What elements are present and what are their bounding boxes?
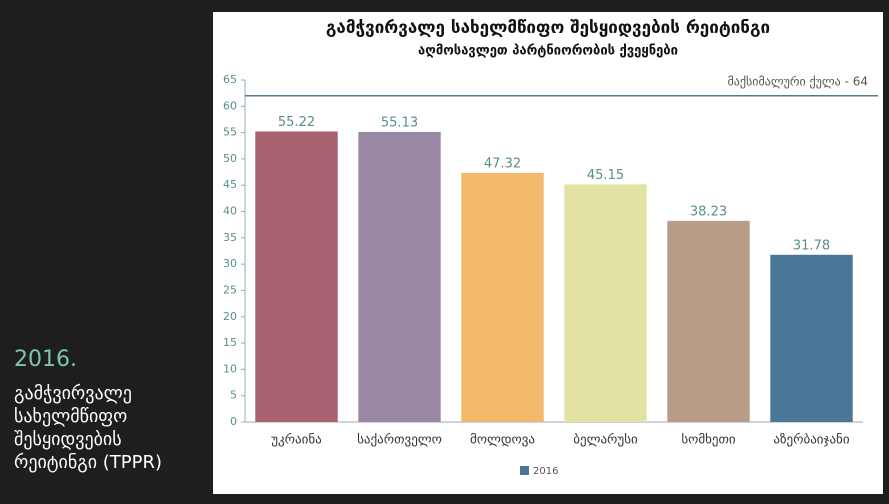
- x-tick-label: მოლდოვა: [470, 433, 535, 448]
- slide-title-line: გამჭვირვალე: [14, 383, 132, 404]
- x-tick-label: ბელარუსი: [573, 433, 638, 448]
- y-tick-label: 30: [223, 257, 237, 270]
- y-tick-label: 10: [223, 362, 237, 375]
- chart-subtitle: აღმოსავლეთ პარტნიორობის ქვეყნები: [418, 44, 678, 59]
- slide-title-line: შესყიდვების: [14, 429, 122, 450]
- y-tick-label: 40: [223, 205, 237, 218]
- legend-swatch: [520, 466, 529, 475]
- x-tick-label: სომხეთი: [681, 433, 736, 448]
- y-tick-label: 60: [223, 99, 237, 112]
- value-label: 45.15: [587, 168, 624, 183]
- bar: [358, 131, 441, 422]
- x-tick-label: საქართველო: [357, 433, 442, 448]
- value-label: 31.78: [793, 238, 830, 253]
- value-label: 55.13: [381, 115, 418, 130]
- legend-label: 2016: [533, 466, 558, 477]
- slide-title-line: სახელმწიფო: [14, 406, 127, 427]
- y-tick-label: 35: [223, 231, 237, 244]
- y-tick-label: 25: [223, 283, 237, 296]
- x-tick-label: უკრაინა: [271, 433, 322, 448]
- y-tick-label: 5: [230, 389, 237, 402]
- bar: [667, 220, 750, 422]
- y-tick-label: 55: [223, 126, 237, 139]
- y-tick-label: 20: [223, 310, 237, 323]
- y-tick-label: 65: [223, 73, 237, 86]
- y-tick-label: 15: [223, 336, 237, 349]
- bar: [564, 184, 647, 422]
- y-tick-label: 50: [223, 152, 237, 165]
- value-label: 47.32: [484, 157, 521, 172]
- y-tick-label: 0: [230, 415, 237, 428]
- y-tick-label: 45: [223, 178, 237, 191]
- chart-title: გამჭვირვალე სახელმწიფო შესყიდვების რეიტი…: [326, 18, 770, 38]
- reference-label: მაქსიმალური ქულა - 64: [728, 74, 869, 88]
- value-label: 38.23: [690, 204, 727, 219]
- bar: [770, 254, 853, 422]
- value-label: 55.22: [278, 115, 315, 130]
- slide-title-line: რეიტინგი (TPPR): [14, 452, 162, 473]
- slide-year: 2016.: [14, 347, 77, 372]
- bar: [255, 131, 338, 423]
- bar: [461, 173, 544, 422]
- x-tick-label: აზერბაიჯანი: [773, 433, 849, 448]
